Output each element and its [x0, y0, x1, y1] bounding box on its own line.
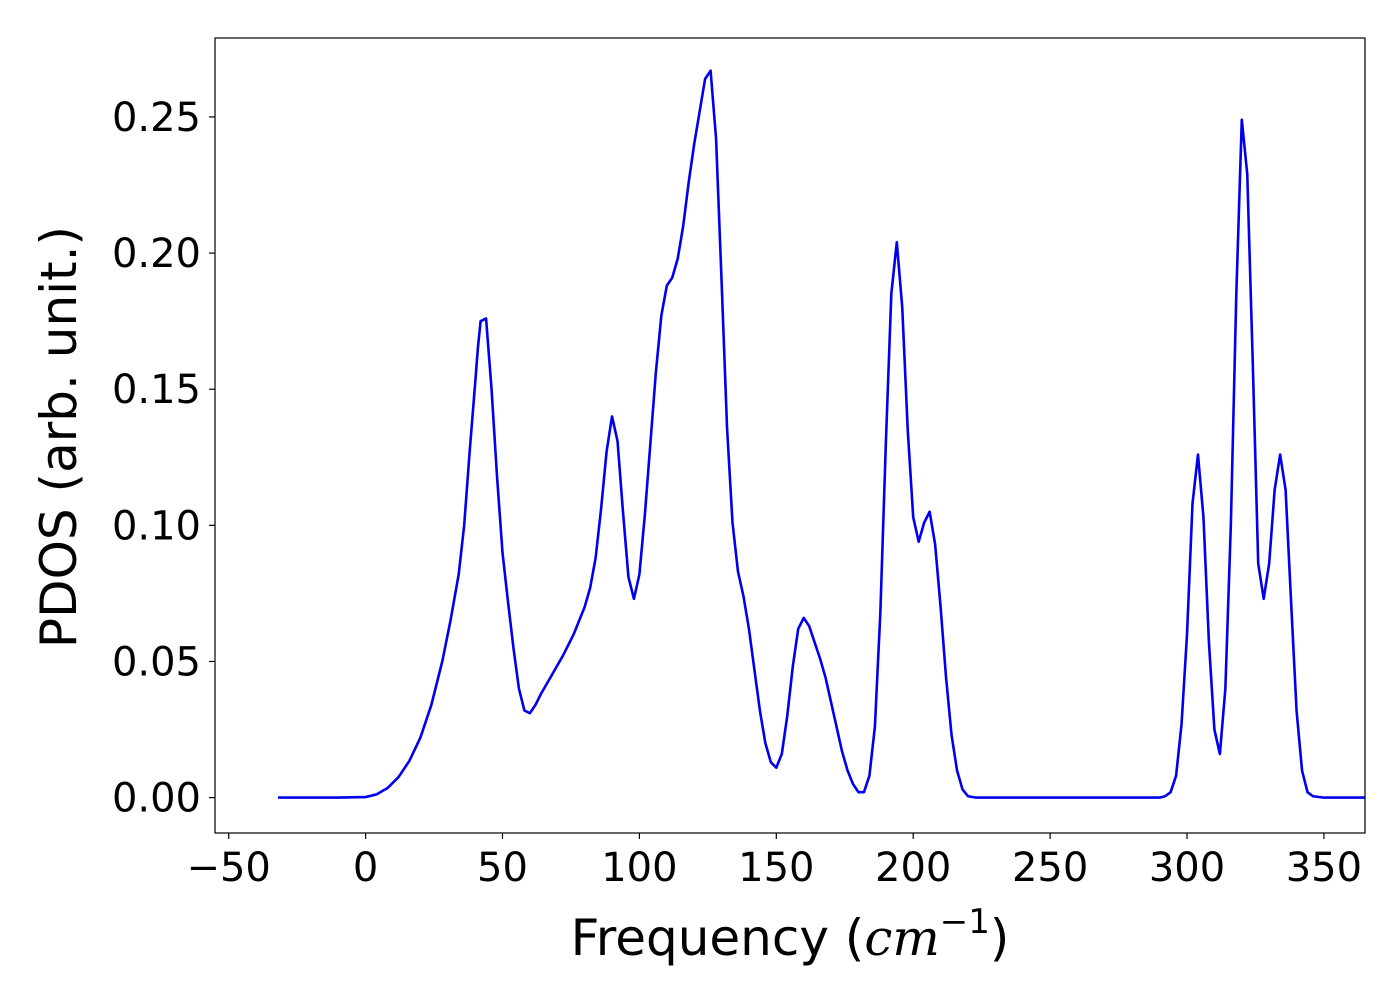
- y-axis-ticks: 0.00 0.05 0.10 0.15 0.20 0.25: [112, 95, 215, 822]
- x-tick-label: 100: [601, 845, 677, 891]
- x-axis-label-prefix: Frequency (: [571, 909, 865, 967]
- y-tick-label: 0.25: [112, 95, 201, 141]
- plot-frame: [214, 37, 1366, 834]
- x-axis-label-suffix: ): [990, 909, 1010, 967]
- y-tick-label: 0.15: [112, 367, 201, 413]
- pdos-series-line-0: [277, 69, 1365, 799]
- y-axis-label: PDOS (arb. unit.): [30, 226, 88, 648]
- y-tick-label: 0.00: [112, 776, 201, 822]
- x-axis-label-unit: cm: [864, 909, 939, 967]
- x-tick-label: −50: [186, 845, 270, 891]
- plot-area: [214, 37, 1366, 834]
- x-axis-label: Frequency (cm−1): [571, 902, 1010, 967]
- x-axis-ticks: −50 0 50 100 150 200 250 300 350: [186, 833, 1362, 891]
- y-tick-label: 0.05: [112, 639, 201, 685]
- y-tick-label: 0.10: [112, 503, 201, 549]
- x-tick-label: 50: [477, 845, 528, 891]
- x-tick-label: 350: [1286, 845, 1362, 891]
- x-axis-label-exponent: −1: [940, 902, 990, 942]
- x-tick-label: 150: [738, 845, 814, 891]
- x-tick-label: 0: [353, 845, 378, 891]
- y-tick-label: 0.20: [112, 231, 201, 277]
- x-tick-label: 300: [1149, 845, 1225, 891]
- x-tick-label: 250: [1012, 845, 1088, 891]
- x-tick-label: 200: [875, 845, 951, 891]
